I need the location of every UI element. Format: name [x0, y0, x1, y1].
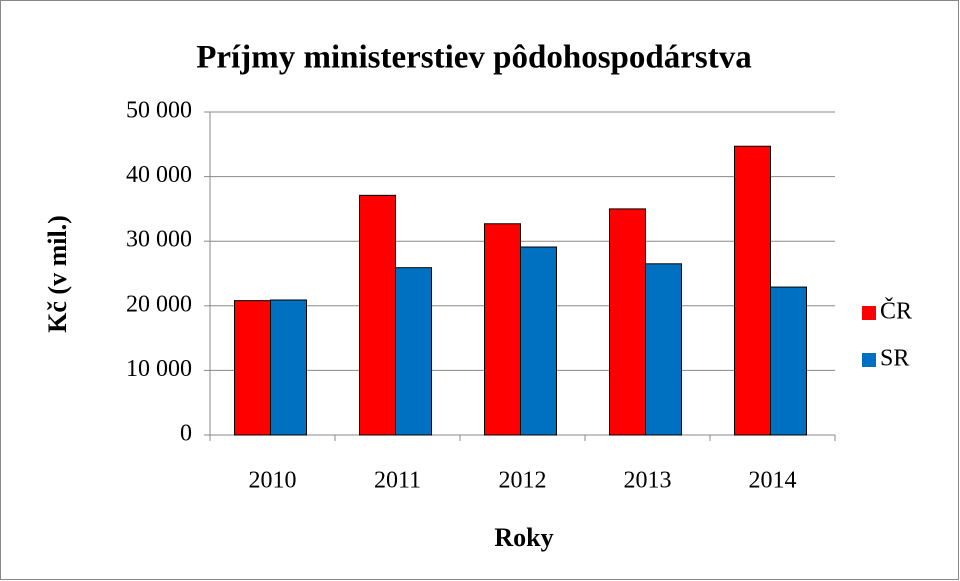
bar [770, 286, 807, 436]
y-tick-label: 0 [180, 421, 192, 447]
bar [234, 300, 271, 436]
y-tick-label: 10 000 [126, 356, 192, 382]
x-tick-label: 2011 [374, 468, 421, 494]
x-tick-label: 2012 [499, 468, 547, 494]
y-tick-label: 30 000 [126, 227, 192, 253]
legend-label: SR [880, 346, 909, 372]
y-tick-label: 50 000 [126, 98, 192, 124]
bar [395, 267, 432, 436]
chart-title: Príjmy ministerstiev pôdohospodárstva [196, 40, 752, 76]
bar [734, 145, 771, 436]
bar [645, 263, 682, 436]
bar [484, 223, 521, 436]
bar [609, 208, 646, 436]
bar [520, 246, 557, 436]
legend-label: ČR [880, 298, 912, 325]
bar [359, 194, 396, 436]
x-tick-label: 2014 [749, 468, 797, 494]
x-axis-label: Roky [494, 523, 553, 552]
y-tick-label: 40 000 [126, 162, 192, 188]
y-axis-label: Kč (v mil.) [43, 215, 72, 333]
legend-swatch [862, 306, 876, 320]
bar [270, 299, 307, 436]
legend-swatch [862, 353, 876, 367]
y-tick-label: 20 000 [126, 291, 192, 317]
x-tick-label: 2010 [249, 468, 297, 494]
x-tick-label: 2013 [624, 468, 672, 494]
